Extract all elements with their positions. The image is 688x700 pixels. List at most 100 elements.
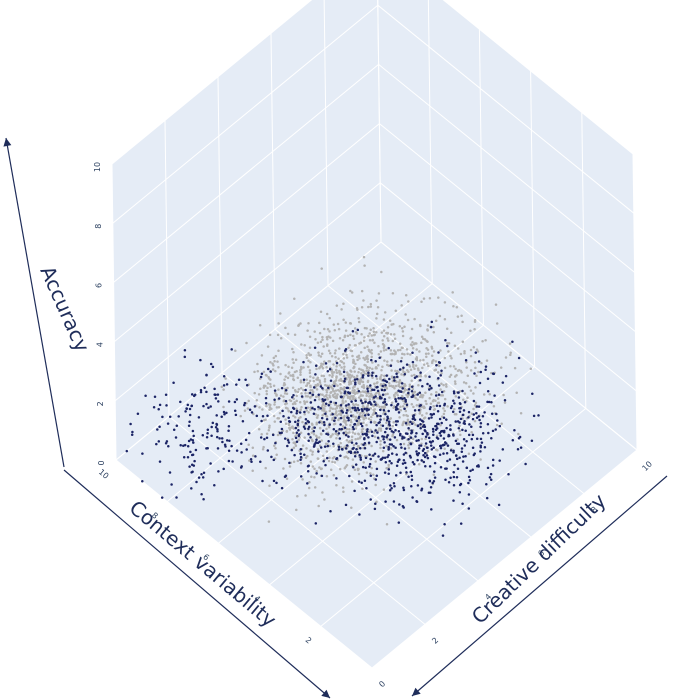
- data-point: [290, 366, 294, 370]
- data-point: [426, 382, 429, 386]
- data-point: [323, 377, 327, 381]
- left-wall-gridline-y: [270, 33, 276, 330]
- data-point: [430, 508, 433, 511]
- data-point: [444, 467, 447, 470]
- data-point: [325, 475, 329, 478]
- data-point: [320, 433, 323, 436]
- data-point: [384, 348, 388, 352]
- data-point: [462, 398, 465, 401]
- data-point: [449, 476, 452, 480]
- data-point: [234, 413, 238, 417]
- data-point: [261, 408, 264, 411]
- data-point: [306, 329, 309, 332]
- data-point: [353, 327, 357, 330]
- data-point: [459, 417, 463, 421]
- data-point: [440, 382, 443, 385]
- data-point: [509, 351, 512, 354]
- data-point: [318, 398, 321, 401]
- data-point: [373, 341, 376, 345]
- data-point: [375, 317, 378, 320]
- data-point: [406, 432, 409, 435]
- data-point: [358, 367, 361, 371]
- data-point: [418, 418, 422, 421]
- data-point: [335, 304, 339, 307]
- data-point: [426, 449, 430, 453]
- data-point: [369, 305, 373, 308]
- data-point: [261, 414, 265, 418]
- data-point: [423, 338, 427, 341]
- data-point: [358, 513, 361, 516]
- data-point: [420, 459, 423, 462]
- data-point: [419, 444, 423, 447]
- data-point: [350, 420, 353, 424]
- data-point: [357, 472, 361, 476]
- data-point: [161, 415, 164, 419]
- data-point: [515, 391, 518, 395]
- data-point: [430, 361, 434, 365]
- data-point: [486, 466, 490, 470]
- data-point: [320, 374, 323, 378]
- floor-gridline-x: [166, 283, 433, 502]
- data-point: [513, 366, 517, 370]
- data-point: [183, 443, 187, 447]
- data-point: [459, 389, 462, 393]
- data-point: [215, 435, 219, 439]
- data-point: [421, 432, 424, 436]
- data-point: [453, 344, 457, 348]
- data-point: [410, 478, 414, 481]
- data-point: [380, 373, 383, 377]
- y-tick-label: 2: [430, 636, 440, 646]
- data-point: [462, 381, 466, 384]
- data-point: [393, 337, 397, 341]
- data-point: [189, 450, 192, 454]
- data-point: [310, 438, 314, 441]
- data-point: [170, 483, 173, 486]
- data-point: [322, 399, 325, 403]
- data-point: [342, 416, 346, 419]
- data-point: [442, 407, 445, 410]
- data-point: [356, 404, 360, 407]
- data-point: [317, 504, 320, 508]
- data-point: [293, 297, 296, 300]
- data-point: [370, 355, 373, 359]
- data-point: [411, 414, 415, 418]
- data-point: [383, 430, 387, 434]
- data-point: [306, 482, 309, 485]
- data-point: [205, 390, 208, 394]
- data-point: [422, 454, 425, 457]
- z-axis-title: Accuracy: [35, 262, 94, 355]
- data-point: [428, 479, 432, 483]
- data-point: [328, 456, 331, 460]
- data-point: [352, 385, 356, 388]
- data-point: [321, 409, 324, 412]
- data-point: [297, 388, 301, 391]
- data-point: [374, 393, 377, 396]
- left-wall-gridline-y: [323, 0, 329, 286]
- data-point: [464, 454, 467, 458]
- data-point: [454, 395, 458, 398]
- data-point: [275, 394, 278, 397]
- data-point: [264, 396, 268, 400]
- data-point: [332, 323, 336, 326]
- data-point: [210, 434, 213, 438]
- data-point: [302, 381, 306, 384]
- data-point: [335, 414, 339, 417]
- data-point: [316, 384, 319, 387]
- data-point: [455, 305, 459, 309]
- data-point: [318, 331, 322, 335]
- data-point: [290, 410, 293, 414]
- data-point: [329, 400, 333, 404]
- data-point: [405, 388, 409, 391]
- data-point: [256, 362, 259, 366]
- data-point: [261, 448, 265, 451]
- data-point: [387, 339, 390, 342]
- data-point: [503, 398, 507, 402]
- data-point: [292, 394, 295, 397]
- data-point: [295, 412, 298, 415]
- data-point: [385, 387, 389, 390]
- data-point: [384, 410, 387, 414]
- data-point: [250, 460, 253, 464]
- data-point: [158, 425, 161, 428]
- data-point: [363, 372, 366, 375]
- data-point: [416, 484, 420, 487]
